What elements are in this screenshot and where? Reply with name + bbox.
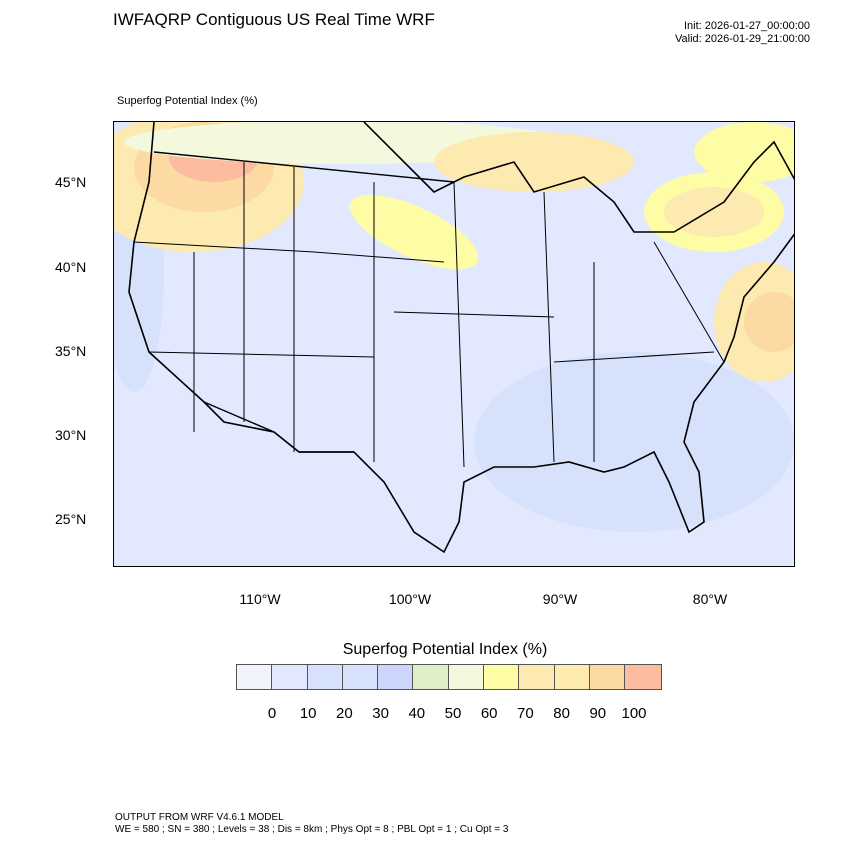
- valid-time: Valid: 2026-01-29_21:00:00: [675, 33, 810, 45]
- colorbar: [236, 664, 662, 690]
- state-lines: [133, 162, 725, 468]
- colorbar-label: 40: [408, 705, 426, 722]
- colorbar-box: [413, 665, 449, 689]
- lat-label: 25°N: [55, 511, 87, 527]
- model-info: OUTPUT FROM WRF V4.6.1 MODEL: [115, 812, 284, 823]
- plot-title: IWFAQRP Contiguous US Real Time WRF: [113, 10, 435, 29]
- time-info: Init: 2026-01-27_00:00:00 Valid: 2026-01…: [675, 20, 810, 46]
- canada-border: [153, 151, 455, 183]
- colorbar-label: 10: [299, 705, 317, 722]
- colorbar-box: [519, 665, 555, 689]
- colorbar-label: 100: [621, 705, 647, 722]
- colorbar-box: [554, 665, 590, 689]
- map-svg: [114, 122, 794, 566]
- model-config: WE = 580 ; SN = 380 ; Levels = 38 ; Dis …: [115, 824, 509, 835]
- map-panel: [113, 121, 795, 567]
- colorbar-label: 0: [267, 705, 277, 722]
- colorbar-box: [272, 665, 308, 689]
- colorbar-box: [484, 665, 520, 689]
- colorbar-box: [307, 665, 343, 689]
- colorbar-label: 90: [589, 705, 607, 722]
- colorbar-label: 70: [517, 705, 534, 722]
- colorbar-title: Superfog Potential Index (%): [342, 641, 548, 658]
- colorbar-box: [237, 665, 273, 689]
- boundaries: [128, 122, 794, 554]
- colorbar-label: 30: [372, 705, 389, 722]
- lon-label: 100°W: [388, 591, 432, 607]
- mexico-border: [203, 401, 354, 453]
- lat-label: 45°N: [55, 174, 87, 190]
- colorbar-box: [342, 665, 379, 689]
- lat-label: 40°N: [55, 259, 87, 275]
- lon-label: 90°W: [542, 591, 578, 607]
- colorbar-box: [448, 665, 485, 689]
- colorbar-box: [589, 665, 626, 689]
- footer: OUTPUT FROM WRF V4.6.1 MODEL WE = 580 ; …: [115, 812, 508, 836]
- colorbar-box: [625, 665, 661, 689]
- init-time: Init: 2026-01-27_00:00:00: [684, 20, 810, 32]
- lat-label: 35°N: [55, 343, 87, 359]
- lon-label: 110°W: [239, 591, 281, 607]
- field-label: Superfog Potential Index (%): [117, 95, 258, 107]
- colorbar-label: 50: [444, 705, 462, 722]
- lat-label: 30°N: [55, 427, 87, 443]
- colorbar-label: 20: [336, 705, 353, 722]
- colorbar-label: 60: [480, 705, 498, 722]
- colorbar-label: 80: [553, 705, 570, 722]
- fog-index-field: [114, 122, 794, 532]
- lon-label: 80°W: [692, 591, 728, 607]
- colorbar-box: [378, 665, 414, 689]
